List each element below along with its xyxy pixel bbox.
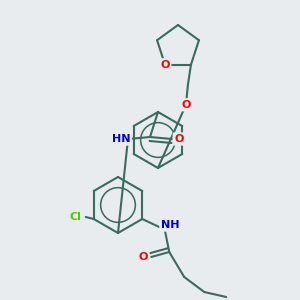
Text: O: O [160, 60, 170, 70]
Text: Cl: Cl [70, 212, 82, 222]
Text: O: O [174, 134, 184, 144]
Text: HN: HN [112, 134, 130, 144]
Text: NH: NH [161, 220, 179, 230]
Text: O: O [181, 100, 190, 110]
Text: O: O [139, 252, 148, 262]
